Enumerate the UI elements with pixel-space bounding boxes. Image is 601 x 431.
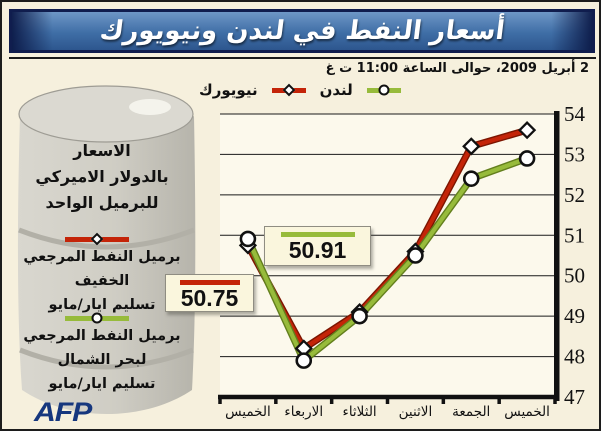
red-line-sample-icon	[179, 280, 240, 285]
date-line: 2 أبريل 2009، حوالى الساعة 11:00 ت غ	[325, 61, 589, 76]
svg-text:الثلاثاء: الثلاثاء	[342, 404, 376, 420]
svg-text:الاربعاء: الاربعاء	[284, 404, 323, 420]
diamond-icon	[282, 83, 295, 97]
svg-text:52: 52	[564, 183, 585, 207]
svg-text:الجمعة: الجمعة	[452, 404, 490, 420]
newyork-note-line: برميل النفط المرجعي الخفيف	[23, 249, 181, 289]
circle-icon	[378, 84, 390, 96]
title-divider	[9, 57, 596, 59]
price-note-line: للبرميل الواحد	[45, 193, 159, 212]
svg-text:الخميس: الخميس	[225, 404, 271, 420]
page-title: أسعار النفط في لندن ونيويورك	[97, 16, 507, 46]
newyork-price-value: 50.75	[180, 285, 239, 311]
svg-text:51: 51	[564, 223, 585, 247]
legend-label-newyork: نيويورك	[199, 81, 258, 99]
svg-text:50: 50	[564, 264, 585, 288]
callout-newyork-price: 50.75	[165, 274, 254, 312]
legend-label-london: لندن	[319, 81, 353, 99]
london-price-value: 50.91	[288, 237, 347, 263]
london-circle-marker-icon	[366, 82, 401, 98]
oil-barrel-illustration	[17, 85, 196, 414]
svg-text:54: 54	[564, 102, 586, 126]
newyork-series-key-icon	[65, 231, 129, 247]
london-note-line: برميل النفط المرجعي	[23, 328, 181, 344]
svg-text:47: 47	[564, 385, 585, 409]
circle-icon	[91, 312, 103, 324]
newyork-note-line: تسليم ايار/مايو	[48, 297, 156, 313]
svg-text:الخميس: الخميس	[504, 404, 550, 420]
newyork-series-note: برميل النفط المرجعي الخفيف تسليم ايار/ما…	[10, 245, 194, 317]
price-note-line: بالدولار الاميركي	[35, 167, 169, 186]
svg-text:49: 49	[564, 304, 585, 328]
chart-legend: نيويورك لندن	[199, 81, 401, 99]
title-bar: أسعار النفط في لندن ونيويورك	[9, 9, 595, 53]
svg-text:48: 48	[564, 345, 585, 369]
london-series-note: برميل النفط المرجعي لبحر الشمال تسليم اي…	[10, 324, 194, 396]
svg-text:53: 53	[564, 142, 585, 166]
price-unit-note: الاسعار بالدولار الاميركي للبرميل الواحد	[10, 138, 194, 216]
svg-text:الاثنين: الاثنين	[399, 404, 433, 420]
afp-logo: AFP	[34, 397, 92, 427]
london-note-line: تسليم ايار/مايو	[48, 376, 156, 392]
price-line-chart: 54 53 52 51 50 49 48 47 الخميس الاربعاء الثلاثاء ال…	[218, 102, 586, 420]
london-note-line: لبحر الشمال	[57, 352, 147, 368]
london-series-key-icon	[65, 310, 129, 326]
callout-london-price: 50.91	[264, 226, 371, 266]
price-note-line: الاسعار	[73, 141, 131, 160]
newyork-diamond-marker-icon	[271, 82, 306, 98]
diamond-icon	[90, 232, 104, 246]
green-line-sample-icon	[280, 232, 355, 237]
